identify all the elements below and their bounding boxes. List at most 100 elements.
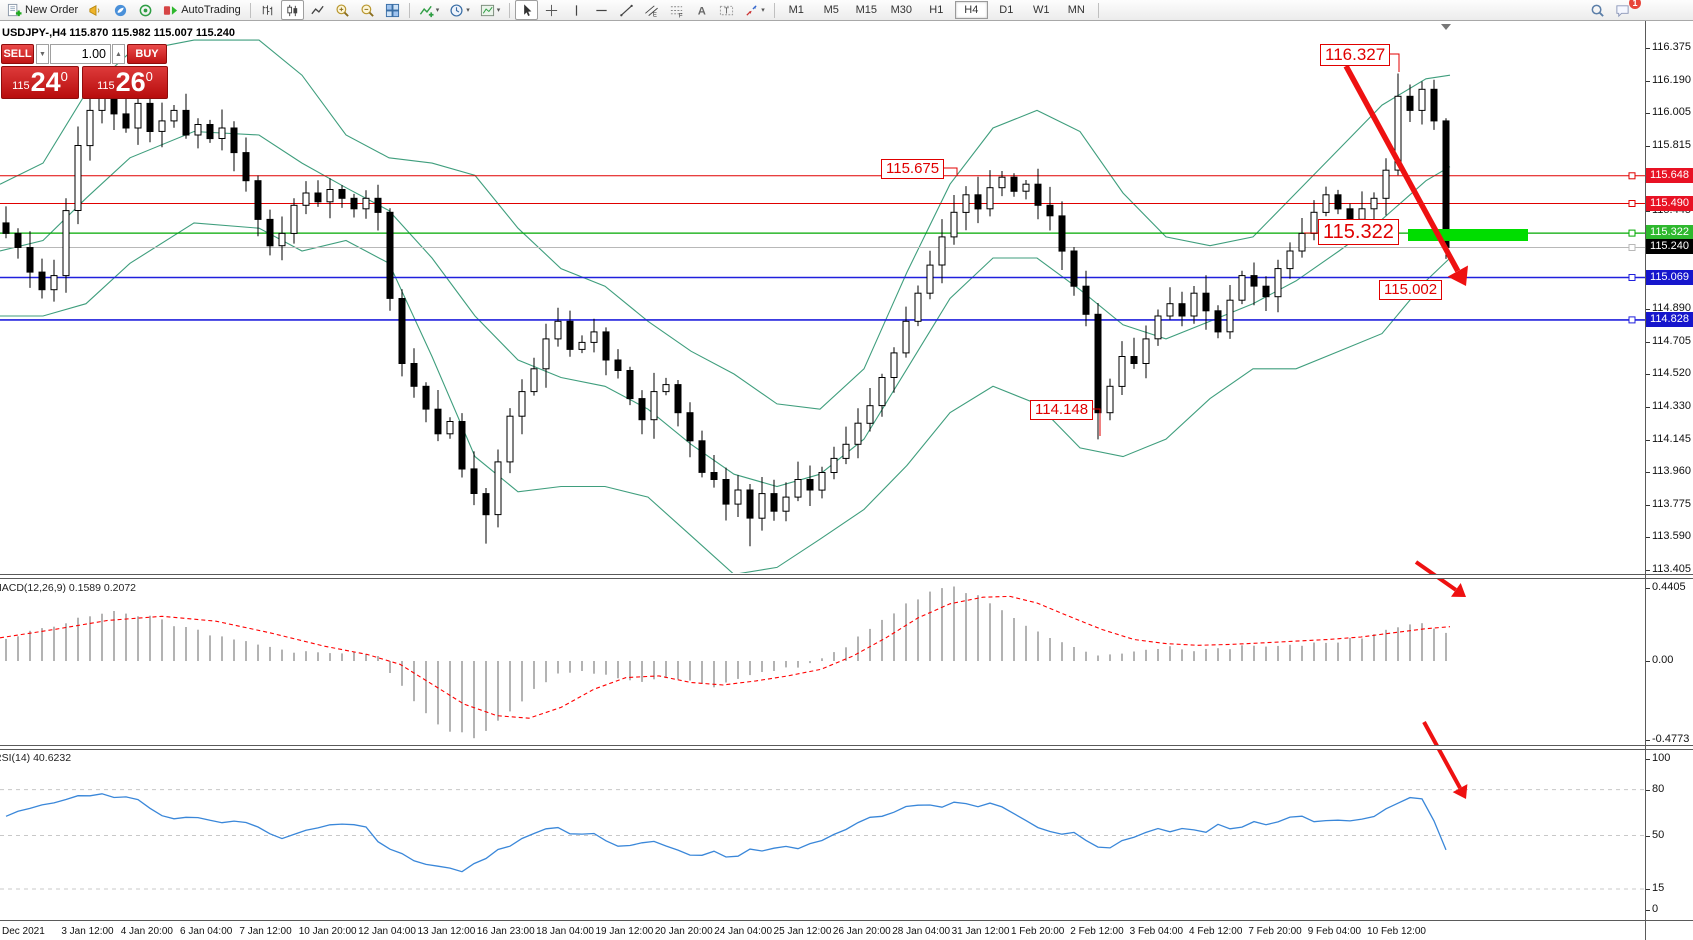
price-tick-mark bbox=[1646, 439, 1650, 441]
zoom-in-button[interactable] bbox=[331, 0, 354, 20]
time-axis-label: 26 Jan 20:00 bbox=[832, 926, 891, 937]
timeframe-h1-button[interactable]: H1 bbox=[929, 4, 944, 16]
label-connector bbox=[1386, 53, 1400, 72]
macd-panel-splitter[interactable] bbox=[0, 574, 1693, 579]
price-tick-label: 113.960 bbox=[1652, 465, 1691, 478]
time-axis-label: 1 Feb 20:00 bbox=[1010, 926, 1065, 937]
horizontal-lines bbox=[0, 172, 1645, 324]
toolbar-left: New Order AutoTrading ▾ ▾ ▾ E F A T ▾ bbox=[2, 0, 770, 20]
crosshair-button[interactable] bbox=[540, 0, 563, 20]
sell-price-panel[interactable]: 115 24 0 bbox=[1, 66, 79, 99]
timeframe-m1-button[interactable]: M1 bbox=[788, 4, 804, 16]
time-axis[interactable]: Dec 2021 3 Jan 12:00 4 Jan 20:00 6 Jan 04:0… bbox=[0, 920, 1645, 940]
price-tick-label: 114.330 bbox=[1652, 400, 1691, 413]
red-arrow bbox=[1414, 560, 1466, 597]
rsi-scale-label: 80 bbox=[1652, 782, 1665, 795]
timeframe-m5-button[interactable]: M5 bbox=[823, 4, 839, 16]
zoom-in-icon bbox=[335, 3, 350, 18]
community-button[interactable] bbox=[109, 0, 132, 20]
label-tool-icon: T bbox=[719, 3, 734, 18]
price-annotation-target-115002[interactable]: 115.002 bbox=[1379, 280, 1443, 300]
search-icon bbox=[1590, 3, 1605, 18]
community-icon bbox=[113, 3, 128, 18]
timeframe-d1-button[interactable]: D1 bbox=[999, 4, 1014, 16]
time-axis-separator bbox=[0, 920, 1693, 921]
buy-price-frac: 0 bbox=[145, 69, 153, 84]
red-arrow bbox=[1343, 64, 1468, 286]
trendline-button[interactable] bbox=[615, 0, 638, 20]
volume-decrease-button[interactable]: ▼ bbox=[36, 44, 49, 64]
text-tool-button[interactable]: A bbox=[690, 0, 713, 20]
rsi-tick-mark bbox=[1646, 889, 1650, 891]
price-axis[interactable]: 116.375116.190116.005115.815115.630115.4… bbox=[1645, 21, 1693, 920]
timeframes-clock-button[interactable]: ▾ bbox=[445, 0, 474, 20]
price-tick-mark bbox=[1646, 341, 1650, 343]
one-click-trading-widget: SELL ▼ 1.00 ▲ BUY 115 24 0 115 26 0 bbox=[1, 44, 168, 99]
channel-button[interactable]: E bbox=[640, 0, 663, 20]
chat-button[interactable]: 1 bbox=[1611, 0, 1641, 20]
price-tick-label: 116.005 bbox=[1652, 106, 1691, 119]
new-order-button[interactable]: New Order bbox=[3, 0, 82, 20]
volume-increase-button[interactable]: ▲ bbox=[112, 44, 125, 64]
rsi-tick-mark bbox=[1646, 759, 1650, 760]
price-annotation-high-116327[interactable]: 116.327 bbox=[1320, 44, 1391, 67]
sell-button[interactable]: SELL bbox=[1, 44, 34, 64]
buy-price-prefix: 115 bbox=[97, 80, 115, 92]
chart-window: USDJPY-,H4 115.870 115.982 115.007 115.2… bbox=[0, 21, 1693, 940]
search-button[interactable] bbox=[1586, 0, 1609, 20]
time-axis-label: 19 Jan 12:00 bbox=[595, 926, 654, 937]
timeframe-mn-button[interactable]: MN bbox=[1067, 4, 1085, 16]
chart-line-icon bbox=[310, 3, 325, 18]
time-axis-label: 16 Jan 23:00 bbox=[476, 926, 535, 937]
price-annotation-low-114148[interactable]: 114.148 bbox=[1030, 400, 1094, 420]
chart-canvas[interactable] bbox=[0, 21, 1645, 940]
buy-button[interactable]: BUY bbox=[127, 44, 167, 64]
time-axis-label: 4 Feb 12:00 bbox=[1189, 926, 1243, 937]
timeframe-bar: M1 M5 M15 M30 H1 H4 D1 W1 MN bbox=[779, 1, 1094, 19]
volume-input[interactable]: 1.00 bbox=[50, 44, 111, 64]
price-annotation-level-115675[interactable]: 115.675 bbox=[881, 159, 945, 179]
arrows-tool-icon bbox=[744, 3, 759, 18]
timeframe-m15-button[interactable]: M15 bbox=[855, 4, 877, 16]
rsi-panel-splitter[interactable] bbox=[0, 745, 1693, 750]
price-tick-mark bbox=[1646, 113, 1650, 115]
template-chart-icon bbox=[480, 3, 495, 18]
time-axis-label: Dec 2021 bbox=[2, 926, 45, 937]
svg-text:T: T bbox=[724, 6, 729, 15]
template-chart-button[interactable]: ▾ bbox=[476, 0, 505, 20]
chart-bars-button[interactable] bbox=[256, 0, 279, 20]
arrows-tool-button[interactable]: ▾ bbox=[740, 0, 769, 20]
timeframe-h4-button[interactable]: H4 bbox=[954, 1, 988, 19]
crosshair-icon bbox=[544, 3, 559, 18]
news-broadcast-icon bbox=[138, 3, 153, 18]
tile-windows-button[interactable] bbox=[381, 0, 404, 20]
timeframe-w1-button[interactable]: W1 bbox=[1033, 4, 1050, 16]
cursor-button[interactable] bbox=[515, 0, 539, 20]
timeframe-m30-button[interactable]: M30 bbox=[890, 4, 912, 16]
price-annotation-level-115322[interactable]: 115.322 bbox=[1318, 219, 1399, 245]
indicators-button[interactable]: ▾ bbox=[415, 0, 444, 20]
price-tick-mark bbox=[1646, 407, 1650, 409]
chart-line-button[interactable] bbox=[306, 0, 329, 20]
zoom-out-button[interactable] bbox=[356, 0, 379, 20]
time-axis-label: 3 Feb 04:00 bbox=[1129, 926, 1184, 937]
time-axis-label: 25 Jan 12:00 bbox=[773, 926, 832, 937]
news-broadcast-button[interactable] bbox=[134, 0, 157, 20]
price-tick-mark bbox=[1646, 374, 1650, 376]
chat-icon bbox=[1615, 3, 1630, 18]
autotrading-button[interactable]: AutoTrading bbox=[159, 0, 245, 20]
fibonacci-button[interactable]: F bbox=[665, 0, 688, 20]
chart-candles-button[interactable] bbox=[280, 0, 304, 20]
text-tool-icon: A bbox=[694, 3, 709, 18]
hline-tool-button[interactable] bbox=[590, 0, 613, 20]
candlesticks bbox=[2, 73, 1450, 547]
hline-tool-icon bbox=[594, 3, 609, 18]
buy-price-panel[interactable]: 115 26 0 bbox=[82, 66, 168, 99]
price-badge-115-648: 115.648 bbox=[1646, 167, 1693, 183]
label-tool-button[interactable]: T bbox=[715, 0, 738, 20]
toolbar-right: 1 bbox=[1585, 0, 1641, 20]
alert-horn-button[interactable] bbox=[84, 0, 107, 20]
chart-ohlc-title: USDJPY-,H4 115.870 115.982 115.007 115.2… bbox=[2, 27, 236, 39]
vline-tool-button[interactable] bbox=[565, 0, 588, 20]
autotrading-label: AutoTrading bbox=[181, 4, 241, 16]
